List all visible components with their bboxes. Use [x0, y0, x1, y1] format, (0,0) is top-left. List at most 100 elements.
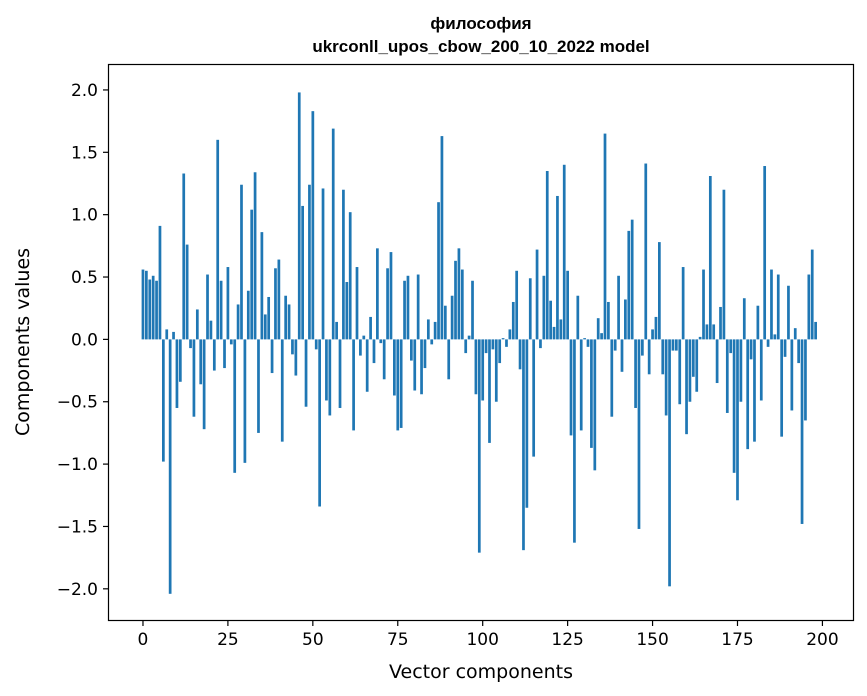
bar-80: [413, 339, 417, 391]
bar-52: [318, 339, 321, 507]
bar-185: [770, 269, 773, 340]
bar-191: [790, 339, 794, 411]
bar-38: [270, 339, 274, 374]
chart-subtitle: ukrconll_upos_cbow_200_10_2022 model: [312, 37, 649, 56]
bar-169: [715, 339, 719, 384]
bar-103: [491, 339, 495, 350]
x-tick-label: 75: [387, 630, 409, 650]
bar-198: [814, 321, 817, 340]
bar-197: [810, 249, 814, 340]
bar-8: [168, 339, 172, 594]
bar-49: [308, 184, 311, 340]
bar-91: [450, 295, 454, 340]
y-tick-label: −1.0: [57, 455, 98, 475]
bar-162: [691, 339, 695, 377]
bar-0: [141, 269, 145, 340]
bar-75: [396, 339, 400, 431]
bar-136: [603, 133, 607, 340]
bar-170: [719, 306, 722, 340]
bar-41: [280, 339, 284, 442]
bar-178: [746, 339, 750, 450]
bar-117: [539, 339, 542, 349]
x-tick-label: 50: [302, 630, 324, 650]
bar-189: [783, 339, 787, 357]
bar-5: [158, 225, 162, 340]
x-axis-label: Vector components: [389, 661, 573, 683]
bar-63: [355, 267, 359, 340]
bar-129: [579, 339, 583, 431]
bar-22: [216, 139, 220, 340]
bar-67: [369, 316, 372, 340]
bar-179: [749, 339, 753, 360]
bar-58: [338, 339, 342, 408]
bar-92: [454, 260, 457, 340]
bar-20: [209, 320, 213, 340]
bar-21: [212, 339, 216, 371]
bar-45: [294, 339, 298, 376]
bar-167: [708, 176, 712, 340]
bar-132: [590, 339, 593, 448]
bar-51: [314, 339, 318, 350]
bar-89: [443, 305, 447, 340]
bar-48: [304, 339, 308, 407]
bar-44: [291, 339, 294, 355]
bar-76: [399, 339, 403, 428]
bar-140: [617, 275, 620, 340]
bar-125: [566, 270, 569, 340]
bar-155: [668, 339, 671, 587]
bar-47: [301, 205, 304, 340]
bar-30: [243, 339, 247, 463]
plot-frame: [107, 63, 855, 622]
bar-40: [277, 259, 281, 340]
bar-112: [522, 339, 525, 551]
bar-164: [698, 336, 702, 340]
bar-64: [359, 339, 362, 356]
x-axis: 0 25 50 75 100 125 150 175 200: [138, 620, 839, 650]
bar-74: [393, 339, 396, 396]
bar-195: [804, 339, 807, 421]
bar-35: [260, 232, 264, 340]
bar-134: [596, 318, 600, 340]
bar-10: [175, 339, 179, 408]
bar-109: [511, 301, 515, 340]
bar-26: [229, 339, 233, 345]
bar-107: [505, 339, 508, 347]
bar-56: [331, 128, 335, 340]
bar-13: [185, 244, 189, 340]
bar-158: [678, 339, 682, 405]
bar-156: [671, 339, 675, 351]
y-tick-label: −2.0: [57, 580, 98, 600]
bar-18: [202, 339, 206, 430]
bar-99: [477, 339, 481, 553]
bar-17: [199, 339, 203, 385]
bar-19: [206, 274, 209, 340]
bar-31: [246, 290, 250, 340]
bar-159: [681, 267, 685, 340]
bar-82: [420, 339, 423, 395]
bar-83: [423, 339, 427, 369]
bar-165: [702, 269, 705, 340]
bar-186: [773, 334, 777, 340]
bar-95: [464, 339, 468, 354]
bar-62: [352, 339, 355, 431]
bar-144: [630, 219, 634, 340]
bar-71: [382, 339, 386, 380]
bar-29: [240, 184, 243, 340]
bar-94: [460, 269, 464, 340]
bar-series: [141, 92, 817, 594]
bar-43: [287, 304, 291, 340]
y-tick-label: −1.5: [57, 517, 98, 537]
bar-104: [494, 339, 498, 402]
bar-37: [267, 296, 271, 340]
chart-title: философия: [430, 14, 531, 33]
bar-135: [600, 333, 603, 340]
bar-190: [787, 285, 790, 340]
bar-146: [637, 339, 641, 529]
bar-25: [226, 267, 230, 340]
bar-73: [389, 252, 393, 340]
bar-86: [433, 321, 437, 340]
bar-121: [552, 326, 556, 340]
x-tick-label: 150: [636, 630, 668, 650]
bar-97: [471, 280, 474, 340]
bar-192: [793, 328, 797, 340]
